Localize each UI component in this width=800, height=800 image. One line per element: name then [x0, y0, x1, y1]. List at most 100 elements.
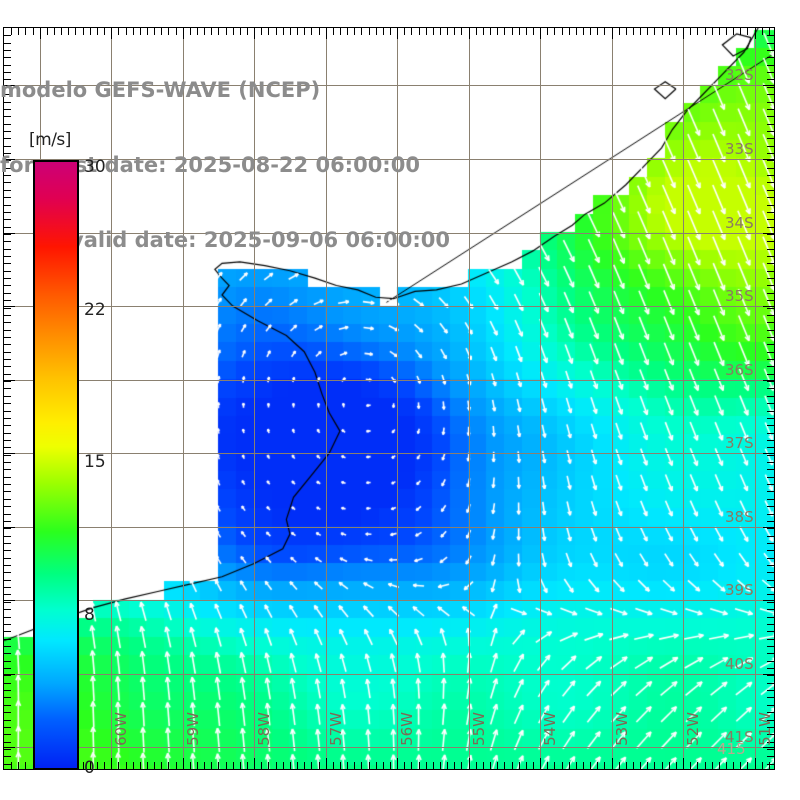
lat-label: 38S	[725, 507, 754, 526]
tick-minor	[767, 484, 774, 485]
tick-minor	[767, 175, 774, 176]
wind-vector-overlay	[4, 28, 774, 769]
tick-minor	[767, 661, 774, 662]
tick-minor	[767, 205, 774, 206]
lon-label: 51W	[755, 712, 774, 746]
gridline-lat	[4, 232, 774, 234]
tick-minor	[4, 374, 11, 375]
tick-minor	[767, 35, 774, 36]
tick-minor	[340, 28, 341, 35]
tick-lat	[763, 158, 774, 160]
tick-minor	[211, 28, 212, 35]
tick-minor	[612, 762, 613, 769]
tick-minor	[297, 762, 298, 769]
tick-minor	[769, 762, 770, 769]
tick-lat	[763, 306, 774, 308]
gridline-lon	[683, 28, 685, 769]
tick-minor	[755, 762, 756, 769]
tick-minor	[719, 28, 720, 35]
tick-minor	[319, 28, 320, 35]
tick-minor	[4, 322, 11, 323]
gridline-lon	[754, 28, 756, 769]
map-frame[interactable]	[3, 27, 775, 770]
tick-minor	[4, 536, 11, 537]
tick-minor	[767, 462, 774, 463]
tick-minor	[411, 762, 412, 769]
tick-minor	[197, 28, 198, 35]
tick-minor	[533, 28, 534, 35]
tick-minor	[767, 168, 774, 169]
tick-minor	[726, 28, 727, 35]
tick-minor	[697, 28, 698, 35]
tick-minor	[562, 762, 563, 769]
tick-minor	[762, 762, 763, 769]
tick-minor	[767, 116, 774, 117]
tick-minor	[18, 762, 19, 769]
tick-minor	[311, 762, 312, 769]
tick-minor	[767, 388, 774, 389]
tick-lat	[763, 232, 774, 234]
tick-minor	[767, 727, 774, 728]
tick-minor	[133, 28, 134, 35]
tick-minor	[4, 727, 11, 728]
tick-minor	[767, 344, 774, 345]
lat-label: 34S	[725, 213, 754, 232]
tick-minor	[454, 28, 455, 35]
tick-minor	[767, 469, 774, 470]
tick-minor	[597, 762, 598, 769]
tick-minor	[4, 469, 11, 470]
tick-minor	[233, 28, 234, 35]
tick-minor	[4, 79, 11, 80]
tick-minor	[733, 762, 734, 769]
tick-minor	[233, 762, 234, 769]
tick-minor	[33, 28, 34, 35]
tick-minor	[397, 762, 398, 769]
tick-minor	[4, 50, 11, 51]
tick-minor	[669, 762, 670, 769]
tick-minor	[683, 762, 684, 769]
tick-minor	[540, 762, 541, 769]
tick-minor	[290, 762, 291, 769]
tick-minor	[767, 683, 774, 684]
tick-minor	[390, 762, 391, 769]
tick-minor	[190, 28, 191, 35]
tick-minor	[767, 359, 774, 360]
tick-minor	[767, 572, 774, 573]
tick-minor	[583, 762, 584, 769]
tick-minor	[767, 558, 774, 559]
tick-minor	[183, 762, 184, 769]
lon-label: 60W	[112, 712, 131, 746]
tick-minor	[247, 28, 248, 35]
tick-minor	[304, 28, 305, 35]
tick-minor	[767, 278, 774, 279]
tick-minor	[4, 116, 11, 117]
tick-minor	[4, 447, 11, 448]
colorbar-tick-8: 8	[84, 605, 95, 625]
tick-minor	[767, 668, 774, 669]
colorbar[interactable]	[33, 160, 79, 770]
tick-lat	[763, 526, 774, 528]
tick-minor	[4, 764, 11, 765]
tick-minor	[4, 756, 11, 757]
tick-minor	[767, 403, 774, 404]
tick-minor	[104, 762, 105, 769]
gridline-lon	[611, 28, 613, 769]
lon-label: 57W	[326, 712, 345, 746]
tick-minor	[767, 418, 774, 419]
tick-minor	[4, 315, 11, 316]
tick-minor	[4, 720, 11, 721]
tick-lat	[4, 306, 15, 308]
tick-minor	[18, 28, 19, 35]
tick-minor	[4, 594, 11, 595]
tick-minor	[369, 762, 370, 769]
tick-minor	[261, 28, 262, 35]
gridline-lat	[4, 600, 774, 602]
tick-minor	[83, 28, 84, 35]
tick-minor	[347, 762, 348, 769]
tick-minor	[4, 175, 11, 176]
tick-minor	[626, 762, 627, 769]
tick-minor	[767, 440, 774, 441]
tick-minor	[526, 762, 527, 769]
gridline-lon	[254, 28, 256, 769]
tick-minor	[583, 28, 584, 35]
